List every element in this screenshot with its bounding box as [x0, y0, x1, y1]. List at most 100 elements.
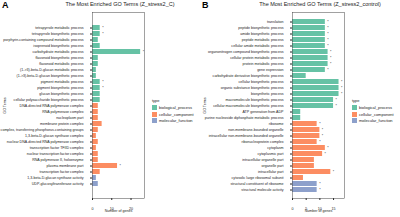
svg-text:*: *: [319, 188, 321, 192]
svg-text:ribosome: ribosome: [269, 122, 284, 126]
svg-text:*: *: [330, 50, 332, 54]
svg-text:intracellular organelle part: intracellular organelle part: [242, 158, 283, 162]
svg-text:DNA-directed RNA polymerase co: DNA-directed RNA polymerase complex: [20, 104, 84, 108]
html-text:B: B: [202, 0, 209, 10]
svg-text:*: *: [102, 80, 104, 84]
html-text:biological_process: biological_process: [359, 105, 392, 111]
svg-text:(1->3)-beta-D-glucan biosynthe: (1->3)-beta-D-glucan biosynthetic proces…: [16, 74, 83, 78]
svg-text:pigment metabolic process: pigment metabolic process: [41, 80, 84, 84]
svg-text:*: *: [102, 26, 104, 30]
svg-text:1,3-beta-D-glucan synthase act: 1,3-beta-D-glucan synthase activity: [27, 176, 83, 180]
svg-text:*: *: [330, 56, 332, 60]
svg-text:isoprenoid biosynthetic proces: isoprenoid biosynthetic process: [33, 44, 83, 48]
svg-text:*: *: [327, 32, 329, 36]
svg-text:nuclear transcription factor c: nuclear transcription factor complex: [27, 152, 84, 156]
svg-text:*: *: [319, 140, 321, 144]
svg-text:GO Terms: GO Terms: [203, 97, 207, 114]
svg-text:*: *: [336, 104, 338, 108]
svg-text:nucleoplasm part: nucleoplasm part: [56, 116, 83, 120]
svg-text:cytosolic large ribosomal subu: cytosolic large ribosomal subunit: [232, 176, 284, 180]
svg-text:*: *: [341, 92, 343, 96]
svg-text:organic substance biosynthetic: organic substance biosynthetic process: [221, 86, 284, 90]
svg-text:carbohydrate derivative biosyn: carbohydrate derivative biosynthetic pro…: [213, 74, 284, 78]
html-text:type: type: [152, 98, 160, 104]
svg-text:GO Terms: GO Terms: [3, 97, 7, 114]
svg-text:purine nucleoside diphosphate: purine nucleoside diphosphate metabolic …: [205, 116, 284, 120]
html-text:The Most Enriched GO Terms (Z_: The Most Enriched GO Terms (Z_stress2_co…: [259, 1, 381, 7]
svg-text:transcription factor complex: transcription factor complex: [40, 170, 84, 174]
svg-text:RNA polymerase complex: RNA polymerase complex: [42, 110, 84, 114]
svg-text:*: *: [341, 86, 343, 90]
svg-text:peptide biosynthetic process: peptide biosynthetic process: [238, 26, 284, 30]
svg-text:*: *: [322, 128, 324, 132]
svg-text:*: *: [327, 26, 329, 30]
html-text:biological_process: biological_process: [159, 105, 192, 111]
svg-text:cytoplasm: cytoplasm: [267, 146, 283, 150]
svg-text:glucan biosynthetic process: glucan biosynthetic process: [39, 92, 83, 96]
svg-text:*: *: [319, 122, 321, 126]
svg-text:1,3-beta-D-glucan synthase com: 1,3-beta-D-glucan synthase complex: [25, 134, 84, 138]
svg-text:porphyrin-containing compound: porphyrin-containing compound metabolic …: [3, 38, 84, 42]
svg-text:flavonoid metabolic process: flavonoid metabolic process: [39, 62, 84, 66]
svg-text:0: 0: [92, 207, 94, 211]
html-text:type: type: [352, 98, 360, 104]
svg-text:transferase complex, transferr: transferase complex, transferring phosph…: [0, 128, 84, 132]
svg-text:plasma membrane part: plasma membrane part: [47, 164, 84, 168]
svg-text:intracellular part: intracellular part: [258, 170, 284, 174]
svg-text:*: *: [330, 62, 332, 66]
svg-text:Number of genes: Number of genes: [305, 209, 333, 213]
svg-text:*: *: [120, 164, 122, 168]
svg-text:pigment biosynthetic process: pigment biosynthetic process: [37, 86, 84, 90]
svg-text:(1->3)-beta-D-glucan metabolic: (1->3)-beta-D-glucan metabolic process: [20, 68, 84, 72]
svg-text:*: *: [341, 80, 343, 84]
svg-text:structural constituent of ribo: structural constituent of ribosome: [231, 182, 284, 186]
svg-text:peptide metabolic process: peptide metabolic process: [242, 38, 284, 42]
svg-text:*: *: [327, 20, 329, 24]
svg-text:cellular macromolecule biosynt: cellular macromolecule biosynthetic proc…: [213, 104, 284, 108]
svg-text:Number of genes: Number of genes: [105, 209, 133, 213]
svg-text:cellular polysaccharide biosyn: cellular polysaccharide biosynthetic pro…: [14, 98, 84, 102]
svg-text:ribonucleoprotein complex: ribonucleoprotein complex: [242, 140, 284, 144]
html-text:cellular_component: cellular_component: [159, 111, 194, 117]
svg-text:*: *: [325, 152, 327, 156]
svg-text:*: *: [102, 32, 104, 36]
svg-text:*: *: [333, 170, 335, 174]
svg-text:biosynthetic process: biosynthetic process: [251, 92, 284, 96]
svg-text:intracellular non-membrane-bou: intracellular non-membrane-bounded organ…: [209, 134, 284, 138]
svg-text:gene expression: gene expression: [257, 68, 283, 72]
svg-text:UDP-glucosyltransferase activi: UDP-glucosyltransferase activity: [32, 182, 84, 186]
svg-text:*: *: [319, 182, 321, 186]
svg-text:protein metabolic process: protein metabolic process: [243, 62, 284, 66]
svg-text:structural molecule activity: structural molecule activity: [241, 188, 283, 192]
svg-text:amide biosynthetic process: amide biosynthetic process: [240, 32, 284, 36]
svg-text:*: *: [336, 98, 338, 102]
svg-text:transcription factor TFIID com: transcription factor TFIID complex: [30, 146, 84, 150]
svg-text:ATP generation from ADP: ATP generation from ADP: [242, 110, 284, 114]
svg-text:RNA polymerase II, holoenzyme: RNA polymerase II, holoenzyme: [32, 158, 83, 162]
svg-text:flavonoid biosynthetic process: flavonoid biosynthetic process: [36, 56, 84, 60]
svg-text:tetrapyrrole metabolic process: tetrapyrrole metabolic process: [35, 26, 83, 30]
svg-text:tetrapyrrole biosynthetic proc: tetrapyrrole biosynthetic process: [32, 32, 84, 36]
html-text:A: A: [2, 0, 9, 10]
svg-text:cytoplasmic part: cytoplasmic part: [258, 152, 284, 156]
svg-text:cellular protein metabolic pro: cellular protein metabolic process: [230, 56, 284, 60]
svg-text:0: 0: [292, 207, 294, 211]
svg-text:organonitrogen compound biosyn: organonitrogen compound biosynthetic pro…: [208, 50, 284, 54]
svg-text:*: *: [327, 68, 329, 72]
svg-text:cellular biosynthetic process: cellular biosynthetic process: [239, 80, 284, 84]
svg-text:membrane protein complex: membrane protein complex: [40, 122, 84, 126]
svg-text:*: *: [327, 38, 329, 42]
svg-text:carbohydrate metabolic process: carbohydrate metabolic process: [33, 50, 84, 54]
svg-text:nuclear DNA-directed RNA polym: nuclear DNA-directed RNA polymerase comp…: [7, 140, 84, 144]
svg-text:non-membrane-bounded organelle: non-membrane-bounded organelle: [228, 128, 283, 132]
svg-text:*: *: [322, 134, 324, 138]
svg-text:*: *: [327, 44, 329, 48]
svg-text:cellular amide metabolic proce: cellular amide metabolic process: [231, 44, 283, 48]
html-text:The Most Enriched GO Terms (Z_: The Most Enriched GO Terms (Z_stress2_C): [65, 1, 175, 7]
svg-text:macromolecule biosynthetic pro: macromolecule biosynthetic process: [226, 98, 284, 102]
svg-text:organelle part: organelle part: [262, 164, 284, 168]
html-text:molecular_function: molecular_function: [159, 118, 193, 124]
svg-text:*: *: [102, 86, 104, 90]
svg-text:*: *: [327, 146, 329, 150]
svg-text:translation: translation: [267, 20, 284, 24]
